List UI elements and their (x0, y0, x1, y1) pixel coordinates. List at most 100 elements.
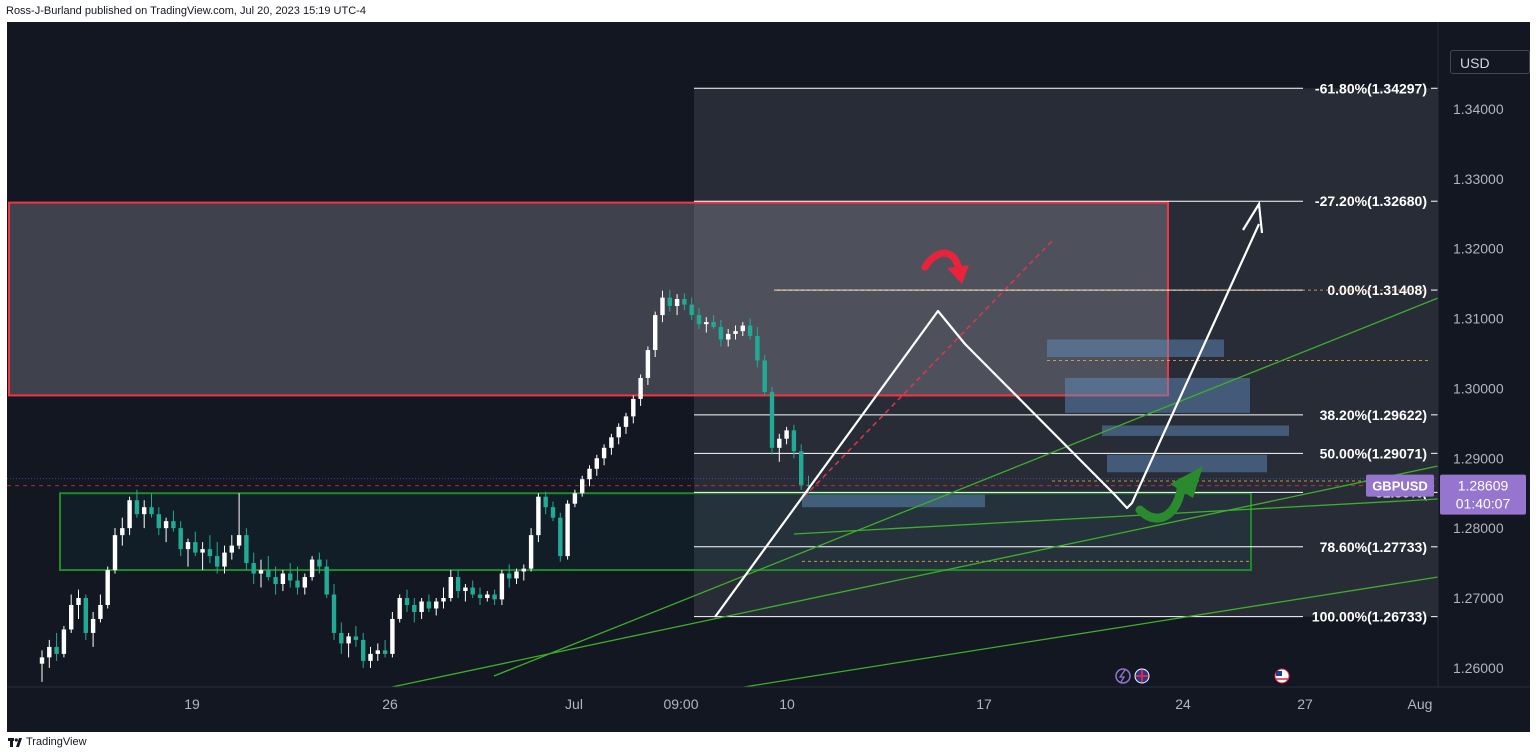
candle (193, 531, 198, 557)
price-tick-label: 1.27000 (1453, 590, 1504, 606)
candle-body (492, 594, 497, 600)
candle (463, 584, 468, 602)
fib-level-label: -27.20%(1.32680) (1315, 193, 1427, 209)
candle-body (689, 304, 694, 316)
candle (726, 329, 731, 347)
candle-body (54, 646, 59, 654)
candle (718, 319, 724, 347)
candle-body (185, 542, 191, 550)
candle (784, 426, 789, 445)
candle-body (587, 468, 592, 480)
candle (375, 643, 380, 661)
candle-body (324, 566, 329, 595)
candle-body (441, 598, 446, 602)
candle-body (193, 542, 198, 553)
candle (368, 646, 373, 668)
last-price-background (1440, 474, 1526, 515)
candle-body (76, 598, 81, 605)
fib-level-label: 78.60%(1.27733) (1320, 539, 1427, 555)
candle-body (353, 636, 359, 640)
candle (54, 632, 59, 661)
us-flag-canton (1276, 671, 1282, 676)
candle-body (127, 500, 132, 529)
candle-body (368, 653, 373, 661)
candle (572, 489, 578, 508)
candle (353, 625, 359, 647)
candle-body (704, 322, 709, 325)
candle-body (455, 577, 461, 592)
currency-button[interactable]: USD (1450, 50, 1530, 74)
time-tick-label: 09:00 (663, 696, 698, 712)
candle (382, 639, 388, 658)
candle (616, 423, 621, 445)
candle (682, 293, 687, 311)
candle-body (280, 573, 286, 585)
candle (580, 475, 585, 497)
lightning-event-icon (1115, 668, 1131, 684)
candle (477, 587, 483, 605)
candle (39, 650, 45, 682)
candle (127, 496, 132, 536)
candle (441, 587, 446, 609)
candle (83, 594, 88, 640)
candle-body (477, 594, 483, 598)
candle (390, 611, 395, 658)
candle-body (98, 604, 103, 619)
candle-body (273, 577, 278, 585)
candle (69, 594, 74, 633)
candle (660, 290, 665, 323)
candle-body (90, 618, 96, 633)
candle (134, 489, 140, 518)
candle (550, 501, 556, 522)
candle-body (390, 618, 395, 654)
candle (733, 325, 738, 340)
candle (514, 568, 519, 585)
candle (178, 521, 183, 557)
candle (361, 632, 366, 668)
candle (594, 454, 599, 476)
candle (558, 512, 563, 562)
price-axis-background (1438, 22, 1530, 732)
time-tick-label: 10 (779, 696, 795, 712)
candlestick-chart[interactable]: -61.80%(1.34297) -27.20%(1.32680) 0.00%(1.… (7, 22, 1530, 732)
candle-body (236, 535, 242, 546)
candle-body (784, 430, 789, 439)
trend-line (391, 465, 1439, 688)
candle (521, 564, 526, 581)
candle (528, 528, 534, 572)
chart-frame[interactable]: -61.80%(1.34297) -27.20%(1.32680) 0.00%(1.… (7, 22, 1530, 732)
candle (645, 346, 651, 385)
candle-body (163, 521, 169, 529)
candle-body (346, 636, 351, 644)
candle (426, 594, 432, 612)
candle-body (339, 632, 344, 644)
candle (762, 354, 767, 396)
candle-body (594, 458, 599, 469)
fib-level-label: 0.00%(1.31408) (1327, 282, 1427, 298)
candle (309, 556, 315, 581)
candle (156, 507, 161, 536)
candle-body (426, 601, 432, 609)
candle (631, 395, 636, 424)
fib-level-label: 100.00%(1.26733) (1312, 609, 1427, 625)
candle-body (156, 514, 161, 529)
candle (412, 598, 417, 623)
candle-body (149, 507, 154, 515)
candle (61, 625, 67, 658)
candle (799, 444, 804, 490)
fvg-box (1065, 377, 1250, 413)
price-tick-label: 1.28000 (1453, 520, 1504, 536)
candle-body (288, 573, 293, 581)
candle (149, 493, 154, 518)
candle (251, 552, 256, 585)
candle (499, 570, 505, 605)
lightning-bolt-icon (1118, 669, 1126, 683)
candle (791, 424, 797, 459)
candle-body (726, 333, 731, 340)
candle (470, 580, 475, 598)
candle (507, 564, 512, 588)
time-tick-label: Aug (1408, 696, 1433, 712)
candle-body (528, 535, 534, 569)
fib-level-label: 38.20%(1.29622) (1320, 407, 1427, 423)
fib-level-label: 50.00%(1.29071) (1320, 445, 1427, 461)
